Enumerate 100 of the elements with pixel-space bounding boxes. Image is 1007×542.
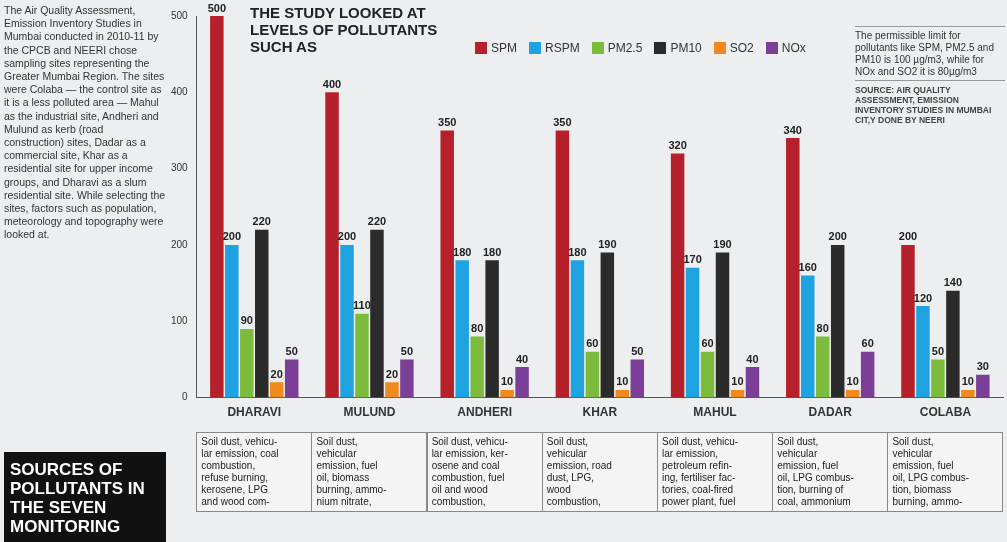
bar [284,359,299,398]
data-label: 60 [586,337,599,350]
bar [370,229,384,398]
bar [860,351,875,398]
data-label: 340 [783,123,802,136]
annotation: SOURCE: AIR QUALITY ASSESSMENT, EMISSION INVENTORY STUDIES IN MUMBAI CIT,Y DONE BY NEERI [855,80,1005,125]
bar [485,260,499,398]
bar [585,351,600,398]
bar [440,130,454,398]
data-label: 80 [816,322,829,335]
bar [500,389,514,398]
bar [916,306,930,398]
data-label: 200 [828,230,847,243]
y-tick-label: 200 [171,238,189,250]
bar [240,328,254,398]
bar [455,260,469,398]
data-label: 220 [367,215,387,228]
x-tick-label: KHAR [582,405,618,420]
legend-label: SO2 [728,41,754,55]
data-label: 40 [746,352,759,365]
bar [801,275,815,398]
bar [931,359,945,398]
y-tick-label: 100 [171,315,189,327]
bar [745,367,760,398]
data-label: 10 [961,375,974,388]
data-label: 10 [846,375,859,388]
data-label: 60 [701,337,714,350]
x-tick-label: DADAR [808,405,853,420]
data-label: 20 [385,367,399,380]
legend-label: PM2.5 [606,41,643,55]
data-label: 350 [438,116,457,129]
data-label: 50 [931,344,945,357]
data-label: 50 [285,344,298,357]
data-label: 190 [598,238,617,251]
data-label: 500 [207,1,227,14]
bar [630,359,645,398]
bar [255,229,269,398]
x-tick-label: MULUND [343,405,396,420]
legend-label: SPM [490,41,518,55]
bar [355,313,369,398]
bar [555,130,570,398]
bar [901,244,915,398]
data-label: 90 [240,314,253,327]
bar [976,374,990,398]
text: The Air Quality Assessment, Emission Inventory Studies in Mumbai conducted in 2010-11 by the CPCB and NEERI chose sampling sites representing the Greater Mumbai Region. The sites were Colaba — the control site as it is a less polluted area — Mahul as the industrial site, Andheri and Mulund as kerb (road construction) sites, Dadar as a commercial site, Khar as a residential site for upper income groups, and Dharavi as a slum residential site. While selecting the sites, factors such as population, meteorology and topography were looked at. [4,4,166,241]
x-tick-label: DHARAVI [227,405,282,420]
text: Soil dust, vehicular emission, fuel oil, LPG combus- tion, burning of coal, ammonium [772,432,889,512]
bar [670,153,685,398]
data-label: 20 [270,367,283,380]
bar [700,351,715,398]
data-label: 170 [683,253,702,266]
data-label: 140 [943,276,963,289]
bar [685,267,700,398]
data-label: 190 [713,238,732,251]
y-tick-label: 0 [182,391,189,403]
text: Soil dust, vehicular emission, fuel oil, LPG combus- tion, biomass burning, ammo- [887,432,1004,512]
bar [385,382,399,398]
data-label: 50 [631,344,644,357]
data-label: 30 [976,360,989,373]
data-label: 180 [568,245,587,258]
chart-title: THE STUDY LOOKED AT LEVELS OF POLLUTANTS SUCH AS [250,4,439,55]
data-label: 50 [400,344,414,357]
data-label: 10 [500,375,514,388]
data-label: 40 [515,352,529,365]
text: Soil dust, vehicular emission, fuel oil, biomass burning, ammo- nium nitrate, [311,432,428,512]
bar [325,92,339,398]
text: Soil dust, vehicular emission, road dust, LPG, wood combustion, [541,432,658,512]
bar [210,16,224,398]
legend-label: RSPM [544,41,580,55]
bar [400,359,414,398]
data-label: 80 [471,322,484,335]
bar [600,252,615,398]
data-label: 160 [798,261,817,274]
y-tick-label: 300 [171,162,189,174]
bar [946,290,960,398]
text: Soil dust, vehicu- lar emission, petroleum refin- ing, fertiliser fac- tories, coal-fired power plant, fuel [657,432,774,512]
bar [515,367,529,398]
bar [786,138,800,398]
source-note: SOURCES OF POLLUTANTS IN THE SEVEN MONITORING [4,452,166,542]
data-label: 60 [861,337,874,350]
bar [961,389,975,398]
bar [470,336,484,398]
bar [830,244,845,398]
y-tick-label: 500 [171,9,189,21]
bar [340,244,354,398]
annotation: The permissible limit for pollutants like SPM, PM2.5 and PM10 is 100 µg/m3, while for NOx and SO2 it is 80µg/m3 [855,26,1005,78]
bar [570,260,585,398]
data-label: 220 [252,215,271,228]
data-label: 10 [731,375,744,388]
x-tick-label: MAHUL [693,405,737,420]
text: Soil dust, vehicu- lar emission, coal combustion, refuse burning, kerosene, LPG and wood com- [196,432,313,512]
bar [715,252,730,398]
x-tick-label: ANDHERI [457,405,512,420]
legend-label: NOx [780,41,806,55]
bar [815,336,830,398]
data-label: 200 [898,230,918,243]
bar [225,244,239,398]
bar [270,382,284,398]
data-label: 350 [553,116,572,129]
data-label: 400 [322,77,342,90]
